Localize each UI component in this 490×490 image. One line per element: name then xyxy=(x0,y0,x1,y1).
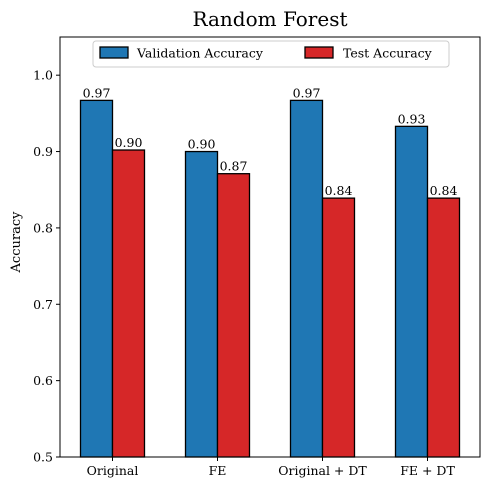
legend-swatch-test xyxy=(304,46,334,59)
x-tick-label: Original xyxy=(87,463,139,478)
chart-title: Random Forest xyxy=(192,7,347,31)
y-tick-label: 0.7 xyxy=(33,297,53,312)
y-axis-label: Accuracy xyxy=(9,211,24,274)
x-axis-ticks: Original FE Original + DT FE + DT xyxy=(87,457,455,478)
data-label-validation-2: 0.90 xyxy=(188,137,216,152)
bar-validation-2 xyxy=(184,150,219,458)
data-label-test-3: 0.84 xyxy=(325,183,353,198)
data-label-validation-1: 0.97 xyxy=(83,85,111,100)
value-labels-group: 0.97 0.90 0.90 0.87 0.97 0.84 0.93 0.84 xyxy=(83,85,458,198)
data-label-validation-3: 0.97 xyxy=(293,85,321,100)
data-label-test-4: 0.84 xyxy=(430,183,458,198)
bar-test-2 xyxy=(216,173,251,458)
y-tick-label: 0.6 xyxy=(33,373,53,388)
x-tick-label: FE + DT xyxy=(400,463,455,478)
x-tick-label: FE xyxy=(209,463,227,478)
legend: Validation Accuracy Test Accuracy xyxy=(92,40,450,68)
bar-test-4 xyxy=(426,197,461,458)
bar-test-1 xyxy=(111,149,146,458)
x-tick-label: Original + DT xyxy=(278,463,367,478)
data-label-validation-4: 0.93 xyxy=(398,111,426,126)
bar-validation-3 xyxy=(289,99,324,458)
legend-box xyxy=(92,40,450,68)
bar-validation-1 xyxy=(79,99,114,458)
y-axis-ticks: 0.5 0.6 0.7 0.8 0.9 1.0 xyxy=(33,68,60,465)
legend-label-test: Test Accuracy xyxy=(343,46,433,61)
y-tick-label: 0.9 xyxy=(33,144,53,159)
legend-swatch-validation xyxy=(99,46,129,59)
y-tick-label: 0.8 xyxy=(33,220,53,235)
bars-group xyxy=(79,99,461,458)
plot-frame xyxy=(59,36,481,458)
bar-test-3 xyxy=(321,197,356,458)
data-label-test-1: 0.90 xyxy=(115,135,143,150)
y-tick-label: 0.5 xyxy=(33,450,53,465)
legend-label-validation: Validation Accuracy xyxy=(136,46,264,61)
data-label-test-2: 0.87 xyxy=(220,159,248,174)
y-tick-label: 1.0 xyxy=(33,68,53,83)
bar-validation-4 xyxy=(394,125,429,458)
